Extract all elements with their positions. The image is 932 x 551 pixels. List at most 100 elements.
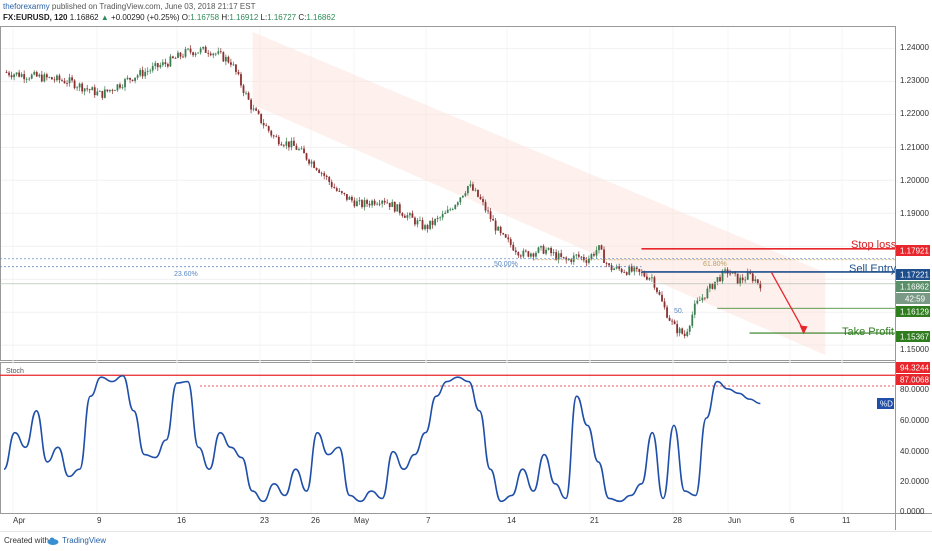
stoch-pane-frame	[0, 362, 896, 514]
candle-body	[136, 75, 139, 78]
candle-body	[43, 74, 46, 82]
take-profit-price-tag	[896, 331, 930, 342]
x-tick-21: 21	[590, 516, 599, 525]
candle-body	[204, 46, 207, 53]
candle-body	[731, 272, 734, 274]
candle-body	[635, 267, 638, 270]
candle-body	[469, 184, 472, 187]
last-price-tag	[896, 281, 930, 292]
candle-body	[245, 92, 247, 94]
candle-body	[676, 324, 679, 334]
candle-body	[537, 247, 540, 253]
tradingview-brand-link[interactable]: TradingView	[62, 536, 107, 545]
candle-body	[164, 62, 167, 65]
candle-body	[663, 301, 666, 308]
candle-body	[383, 200, 386, 203]
candle-body	[666, 307, 668, 318]
candle-body	[600, 245, 603, 250]
candle-body	[371, 200, 373, 206]
candle-body	[91, 87, 94, 91]
candle-body	[393, 201, 396, 212]
candle-body	[88, 89, 91, 91]
candle-body	[504, 234, 507, 238]
candle-body	[177, 52, 179, 59]
symbol-name[interactable]: FX:EURUSD, 120	[3, 13, 68, 22]
candle-body	[134, 77, 136, 81]
candle-body	[605, 262, 608, 264]
candle-body	[580, 256, 583, 258]
chart-header: theforexarmy published on TradingView.co…	[0, 0, 932, 26]
candle-body	[577, 254, 580, 257]
candle-body	[260, 113, 263, 124]
candle-body	[270, 130, 273, 136]
level-1612-tag	[896, 306, 930, 317]
candle-body	[78, 83, 81, 88]
candle-body	[527, 251, 530, 257]
candle-body	[754, 279, 757, 282]
y-tick-1-20: 1.20000	[900, 176, 929, 185]
candle-body	[610, 265, 613, 271]
candle-body	[30, 74, 33, 79]
candle-body	[709, 283, 711, 289]
publisher-link[interactable]: theforexarmy	[3, 2, 50, 11]
candle-body	[514, 250, 517, 253]
symbol-info: FX:EURUSD, 120 1.16862 ▲ +0.00290 (+0.25…	[3, 13, 335, 22]
candle-body	[217, 51, 220, 54]
candle-body	[358, 200, 361, 202]
candle-body	[456, 202, 459, 205]
candle-body	[33, 71, 36, 75]
candle-body	[222, 52, 225, 62]
candle-body	[613, 268, 616, 271]
candle-body	[373, 200, 376, 205]
stoch-upper-tag	[896, 362, 930, 373]
projection-arrow-head	[799, 325, 808, 335]
candle-body	[714, 281, 716, 289]
candle-body	[98, 90, 101, 92]
candle-body	[290, 140, 293, 148]
x-tick-28: 28	[673, 516, 682, 525]
candle-body	[219, 51, 222, 53]
candle-body	[212, 53, 215, 56]
candle-body	[429, 220, 431, 229]
candle-body	[51, 77, 53, 80]
chart-canvas[interactable]: Apr 9 16 23 26 May 7 14 21 28 Jun 6 11 1…	[0, 0, 932, 531]
candle-body	[683, 333, 686, 336]
candle-body	[361, 200, 363, 208]
candle-body	[562, 256, 565, 258]
candle-body	[701, 297, 704, 301]
candle-body	[275, 136, 278, 138]
candle-body	[56, 75, 58, 81]
candle-body	[209, 53, 212, 56]
take-profit-label: Take Profit	[842, 326, 894, 338]
candle-body	[330, 181, 333, 187]
candle-body	[172, 56, 174, 58]
candle-body	[434, 219, 437, 225]
candle-body	[416, 220, 419, 225]
candle-body	[348, 197, 351, 200]
candle-body	[698, 300, 701, 302]
close-value: 1.16862	[306, 13, 336, 22]
candle-body	[232, 64, 235, 66]
candle-body	[192, 52, 194, 56]
candle-body	[230, 62, 232, 65]
candle-body	[363, 200, 366, 208]
candle-body	[287, 141, 290, 148]
candle-body	[560, 253, 563, 257]
candle-body	[318, 169, 321, 173]
candle-body	[169, 56, 172, 67]
candle-body	[272, 135, 275, 137]
candle-body	[345, 194, 348, 200]
candle-body	[320, 172, 323, 174]
candle-body	[648, 278, 651, 280]
footer: Created with TradingView	[0, 531, 932, 551]
candle-body	[484, 202, 487, 211]
candle-body	[638, 269, 641, 273]
candle-body	[126, 77, 129, 80]
high-label: H:	[221, 13, 230, 22]
candle-body	[187, 48, 189, 50]
candle-body	[426, 225, 429, 229]
candle-body	[114, 90, 116, 92]
candle-body	[706, 288, 709, 299]
candle-body	[159, 65, 162, 68]
candle-body	[615, 266, 618, 269]
